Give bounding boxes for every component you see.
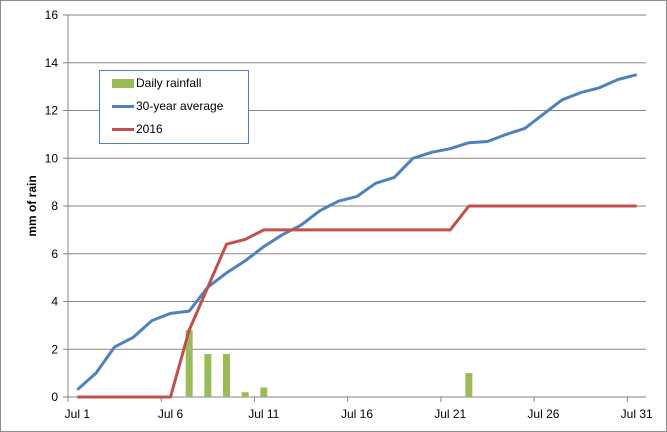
bar-swatch-icon [112, 78, 134, 88]
svg-text:Jul 21: Jul 21 [434, 407, 466, 421]
svg-text:12: 12 [45, 104, 59, 118]
svg-text:Jul 31: Jul 31 [621, 407, 653, 421]
year-2016-line [77, 204, 637, 399]
legend-item-daily-rainfall: Daily rainfall [112, 75, 201, 91]
svg-text:Jul 26: Jul 26 [527, 407, 559, 421]
svg-text:2: 2 [51, 342, 58, 356]
svg-text:Jul 1: Jul 1 [65, 407, 91, 421]
svg-text:Jul 16: Jul 16 [341, 407, 373, 421]
y-axis-ticks: 0 2 4 6 8 10 12 14 16 [45, 8, 59, 404]
average-line [76, 73, 638, 391]
legend: Daily rainfall 30-year average 2016 [99, 70, 249, 144]
svg-text:14: 14 [45, 56, 59, 70]
svg-text:Jul 6: Jul 6 [158, 407, 184, 421]
legend-label: 2016 [136, 122, 163, 136]
legend-label: 30-year average [136, 99, 224, 113]
svg-text:16: 16 [45, 8, 59, 22]
legend-label: Daily rainfall [136, 76, 202, 90]
svg-text:6: 6 [51, 247, 58, 261]
svg-text:8: 8 [51, 199, 58, 213]
line-swatch-icon [112, 104, 134, 108]
legend-item-2016: 2016 [112, 121, 163, 137]
svg-text:4: 4 [51, 295, 58, 309]
y-axis-label: mm of rain [25, 175, 39, 236]
legend-item-30-year-average: 30-year average [112, 98, 223, 114]
line-swatch-icon [112, 127, 134, 131]
svg-text:10: 10 [45, 151, 59, 165]
x-axis-ticks: Jul 1 Jul 6 Jul 11 Jul 16 Jul 21 Jul 26 Jul 31 [65, 397, 653, 421]
daily-rainfall-bars [185, 330, 473, 397]
svg-text:Jul 11: Jul 11 [248, 407, 279, 421]
svg-text:0: 0 [51, 390, 58, 404]
